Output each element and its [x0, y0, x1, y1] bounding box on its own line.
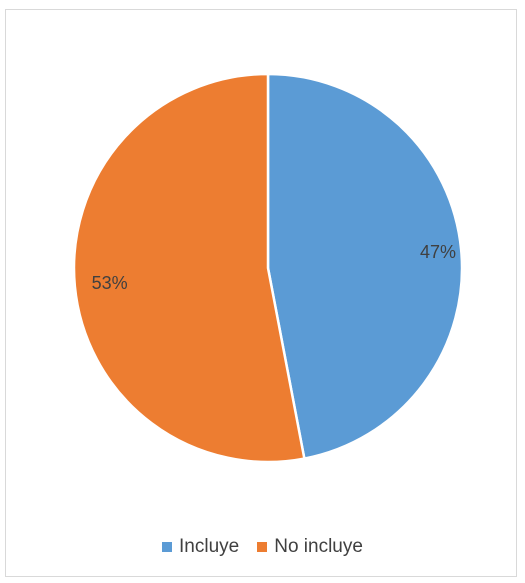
data-label-incluye: 47%: [420, 242, 456, 262]
legend-item-no-incluye: No incluye: [257, 536, 363, 558]
pie-data-labels: 47% 53%: [92, 242, 456, 293]
pie-slice-incluye: [266, 72, 464, 460]
legend: Incluye No incluye: [0, 536, 525, 558]
legend-label-incluye: Incluye: [179, 536, 240, 557]
legend-swatch-incluye: [162, 542, 173, 552]
legend-label-no-incluye: No incluye: [274, 536, 363, 557]
legend-swatch-no-incluye: [257, 542, 268, 552]
legend-item-incluye: Incluye: [162, 536, 239, 558]
pie-slice-no-incluye: [72, 72, 306, 464]
data-label-no-incluye: 53%: [92, 273, 128, 293]
pie-slices: [72, 72, 464, 464]
